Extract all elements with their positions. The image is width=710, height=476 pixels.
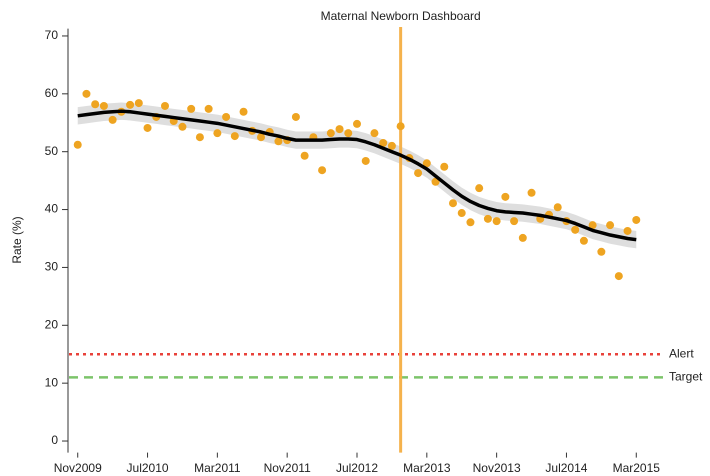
y-tick-label: 70 — [45, 28, 59, 42]
data-point — [457, 209, 466, 218]
y-tick-label: 60 — [45, 86, 59, 100]
data-point — [466, 218, 475, 227]
x-tick-label: Mar2015 — [613, 461, 661, 475]
data-point — [387, 141, 396, 150]
data-point — [632, 215, 641, 224]
data-point — [588, 221, 597, 230]
y-tick-label: 20 — [45, 317, 59, 331]
data-point — [361, 156, 370, 165]
trend-line — [77, 109, 637, 242]
data-point — [475, 184, 484, 193]
data-point — [257, 133, 265, 142]
data-point — [326, 129, 335, 138]
data-point — [335, 125, 344, 134]
x-tick-label: Mar2013 — [403, 461, 451, 475]
data-point — [422, 159, 431, 168]
data-point — [204, 104, 213, 113]
data-point — [414, 169, 423, 178]
data-point — [239, 107, 248, 116]
data-point — [379, 139, 388, 148]
reference-label: Target — [669, 370, 703, 384]
x-tick-label: Jul2014 — [545, 461, 587, 475]
data-point — [396, 122, 405, 131]
y-axis-label: Rate (%) — [10, 216, 24, 263]
data-point — [440, 162, 449, 171]
data-point — [91, 100, 100, 109]
data-point — [571, 225, 580, 234]
data-point — [82, 89, 91, 98]
data-point — [161, 101, 169, 110]
x-tick-label: Nov2011 — [264, 461, 311, 475]
data-point — [126, 100, 135, 109]
x-tick-label: Jul2010 — [127, 461, 169, 475]
data-point — [230, 132, 239, 141]
data-point — [623, 226, 632, 235]
data-point — [597, 247, 606, 256]
data-point — [518, 233, 527, 242]
y-tick-label: 0 — [51, 433, 58, 447]
y-tick-label: 40 — [45, 202, 59, 216]
data-point — [614, 272, 623, 281]
data-point — [291, 112, 300, 121]
x-tick-label: Nov2013 — [473, 461, 521, 475]
data-point — [483, 214, 492, 223]
x-tick-label: Nov2009 — [54, 461, 102, 475]
data-point — [527, 188, 536, 197]
data-point — [353, 119, 361, 128]
data-point — [195, 133, 204, 142]
data-point — [344, 129, 353, 138]
data-point — [178, 122, 187, 131]
x-tick-label: Mar2011 — [194, 461, 241, 475]
y-tick-label: 10 — [45, 375, 59, 389]
y-tick-label: 50 — [45, 144, 59, 158]
data-point — [318, 166, 327, 175]
data-point — [274, 137, 283, 146]
data-point — [300, 151, 309, 160]
x-tick-label: Jul2012 — [336, 461, 378, 475]
data-point — [449, 199, 457, 208]
data-point — [370, 129, 379, 138]
data-point — [501, 192, 510, 201]
data-point — [134, 99, 143, 108]
data-point — [579, 236, 588, 245]
data-point — [492, 217, 501, 226]
data-point — [222, 112, 231, 121]
data-point — [143, 123, 152, 132]
reference-label: Alert — [669, 346, 694, 360]
data-point — [187, 104, 196, 113]
data-point — [73, 140, 82, 149]
y-tick-label: 30 — [45, 260, 59, 274]
data-point — [213, 129, 222, 138]
data-point — [553, 203, 562, 212]
data-point — [606, 221, 615, 230]
data-point — [510, 217, 519, 226]
data-point — [99, 101, 108, 110]
data-point — [108, 115, 117, 124]
chart-title: Maternal Newborn Dashboard — [321, 9, 481, 23]
